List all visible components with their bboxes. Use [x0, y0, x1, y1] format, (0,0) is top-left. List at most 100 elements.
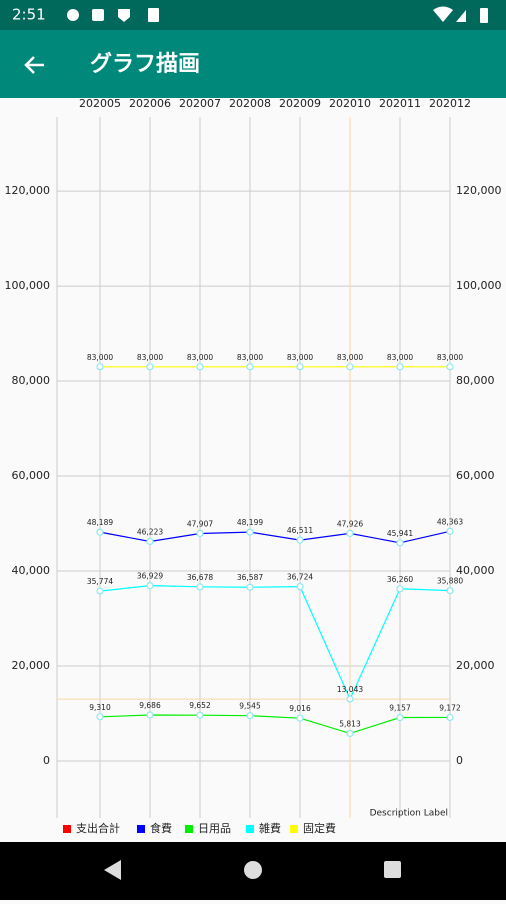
- legend-swatch: [63, 825, 71, 833]
- data-point: [346, 729, 354, 738]
- series-line: [99, 530, 451, 544]
- nav-recents[interactable]: [384, 861, 401, 878]
- legend-swatch: [246, 825, 254, 833]
- legend-label: 日用品: [198, 822, 231, 835]
- app-title: グラフ描画: [90, 51, 200, 77]
- data-point: [196, 583, 204, 591]
- y2-tick-label: 120,000: [456, 184, 502, 197]
- data-label: 36,724: [287, 573, 313, 582]
- data-label: 9,172: [439, 703, 461, 712]
- data-label: 83,000: [387, 353, 413, 362]
- data-point: [346, 363, 354, 371]
- nav-back[interactable]: [104, 860, 121, 880]
- y2-tick-label: 60,000: [456, 469, 495, 482]
- data-point: [246, 712, 254, 720]
- data-point: [396, 585, 404, 593]
- y-tick-label: 20,000: [12, 659, 51, 672]
- data-label: 9,157: [389, 704, 411, 713]
- data-point: [146, 711, 154, 719]
- data-point: [196, 529, 204, 538]
- data-label: 36,929: [137, 572, 163, 581]
- back-button[interactable]: [24, 56, 44, 74]
- data-point: [146, 537, 154, 546]
- data-label: 5,813: [339, 719, 361, 728]
- data-point: [346, 695, 354, 703]
- app-bar: [0, 30, 506, 98]
- nav-home[interactable]: [244, 861, 262, 879]
- data-label: 83,000: [237, 353, 263, 362]
- y-tick-label: 0: [43, 754, 50, 767]
- status-bar: [0, 0, 506, 30]
- y2-tick-label: 0: [456, 754, 463, 767]
- x-tick-label: 202005: [79, 97, 121, 110]
- data-point: [96, 363, 104, 371]
- y2-tick-label: 100,000: [456, 279, 502, 292]
- data-label: 46,223: [137, 527, 163, 536]
- series-line: [99, 585, 451, 701]
- x-tick-label: 202010: [329, 97, 371, 110]
- legend-swatch: [185, 825, 193, 833]
- description: Description Label: [370, 809, 448, 819]
- data-point: [246, 363, 254, 371]
- data-label: 48,189: [87, 518, 113, 527]
- x-tick-label: 202007: [179, 97, 221, 110]
- data-point: [146, 363, 154, 371]
- y-tick-label: 120,000: [5, 184, 51, 197]
- data-label: 13,043: [337, 685, 363, 694]
- data-label: 47,907: [187, 519, 213, 528]
- data-label: 48,199: [237, 518, 263, 527]
- status-icons: [67, 6, 488, 23]
- data-point: [396, 713, 404, 722]
- data-point: [96, 587, 104, 595]
- data-point: [296, 582, 304, 591]
- data-label: 45,941: [387, 529, 413, 538]
- x-tick-label: 202012: [429, 97, 471, 110]
- data-label: 83,000: [137, 353, 163, 362]
- y-tick-label: 60,000: [12, 469, 51, 482]
- legend-label: 雑費: [259, 821, 281, 835]
- data-point: [296, 714, 304, 722]
- data-label: 83,000: [87, 353, 113, 362]
- data-point: [346, 529, 354, 537]
- data-label: 83,000: [337, 353, 363, 362]
- data-point: [396, 363, 404, 371]
- data-point: [446, 713, 454, 722]
- legend-label: 食費: [150, 821, 172, 835]
- data-point: [446, 363, 454, 371]
- status-time: 2:51: [12, 6, 46, 24]
- data-label: 36,587: [237, 573, 263, 582]
- data-label: 9,545: [239, 702, 261, 711]
- data-point: [246, 583, 254, 591]
- data-label: 83,000: [437, 353, 463, 362]
- data-label: 46,511: [287, 526, 313, 535]
- series-line: [99, 714, 451, 735]
- data-label: 83,000: [187, 353, 213, 362]
- data-point: [296, 363, 304, 371]
- chart: 202005 202006 202007 202008 202009 202010 2020…: [5, 97, 502, 835]
- data-point: [96, 528, 104, 536]
- x-tick-label: 202009: [279, 97, 321, 110]
- data-label: 9,652: [189, 701, 211, 710]
- data-point: [246, 528, 254, 536]
- y-tick-label: 40,000: [12, 564, 51, 577]
- legend-swatch: [137, 825, 145, 833]
- data-point: [96, 713, 104, 721]
- legend-label: 固定費: [303, 821, 336, 835]
- data-point: [396, 539, 404, 547]
- data-label: 36,260: [387, 575, 413, 584]
- data-label: 9,016: [289, 704, 311, 713]
- legend-label: 支出合計: [76, 821, 120, 835]
- data-point: [446, 587, 454, 595]
- data-label: 48,363: [437, 517, 463, 526]
- data-label: 9,310: [89, 703, 111, 712]
- data-label: 35,774: [87, 577, 113, 586]
- y2-tick-label: 40,000: [456, 564, 495, 577]
- data-point: [196, 363, 204, 371]
- y-tick-label: 100,000: [5, 279, 51, 292]
- data-label: 47,926: [337, 519, 363, 528]
- x-tick-label: 202011: [379, 97, 421, 110]
- data-label: 36,678: [187, 573, 213, 582]
- data-point: [146, 582, 154, 590]
